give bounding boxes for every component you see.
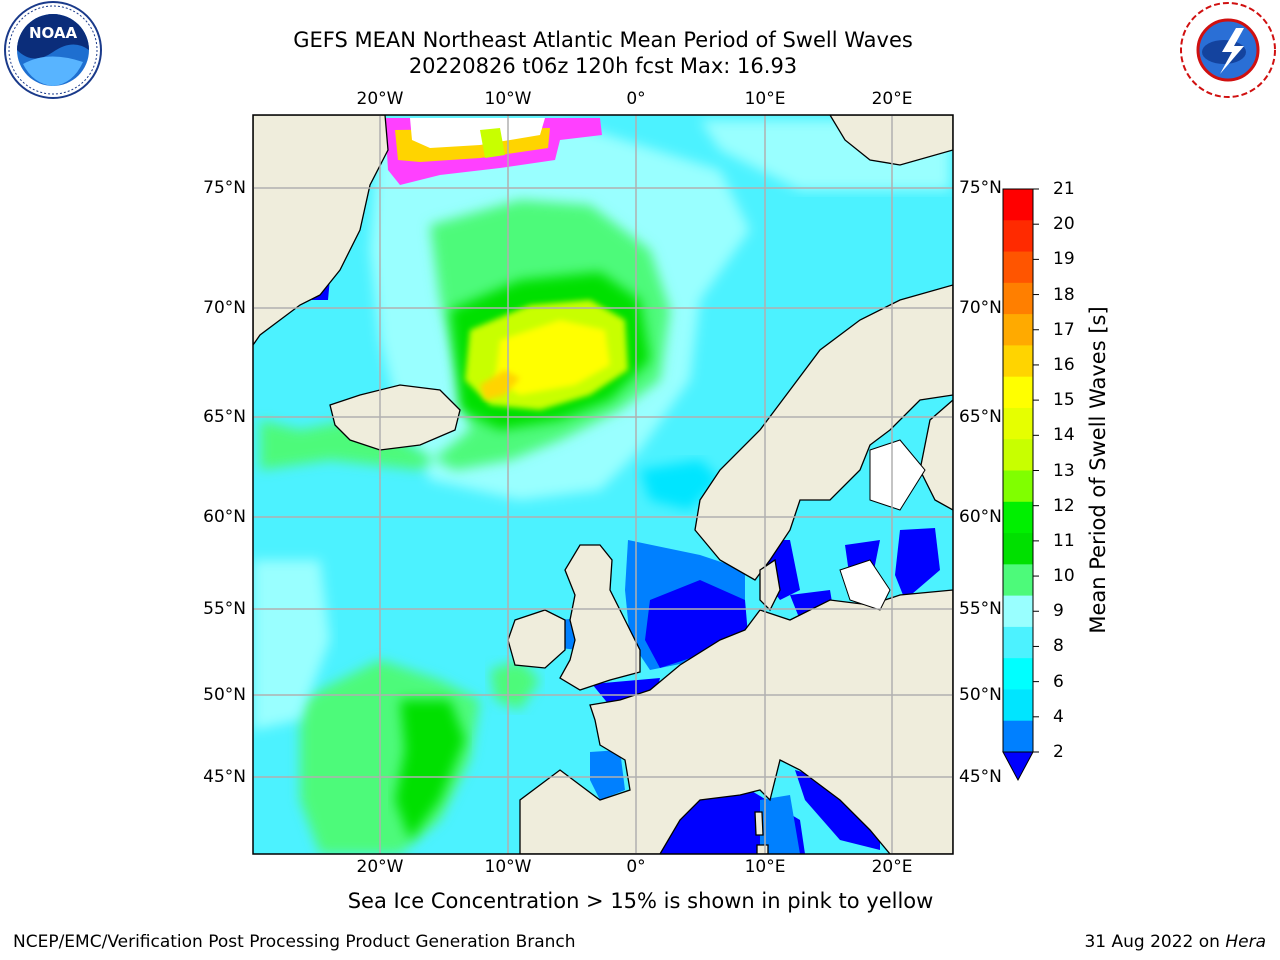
colorbar-segment bbox=[1003, 282, 1033, 315]
colorbar-tick-label: 20 bbox=[1053, 214, 1075, 235]
footer-date: 31 Aug 2022 on Hera bbox=[1084, 932, 1266, 952]
colorbar bbox=[1002, 188, 1039, 782]
colorbar-tick-label: 11 bbox=[1053, 530, 1075, 551]
sardinia bbox=[756, 844, 769, 854]
left-lat-label: 45°N bbox=[203, 767, 246, 787]
footer-credit: NCEP/EMC/Verification Post Processing Pr… bbox=[13, 932, 576, 952]
map-subtitle: 20220826 t06z 120h fcst Max: 16.93 bbox=[408, 54, 798, 78]
top-lon-label: 20°E bbox=[871, 89, 913, 109]
map-frame bbox=[252, 114, 954, 855]
colorbar-segment bbox=[1003, 564, 1033, 597]
right-lat-label: 45°N bbox=[959, 767, 1002, 787]
swell-period-field bbox=[253, 120, 950, 854]
noaa-logo: NOAA bbox=[4, 1, 102, 99]
right-lat-label: 55°N bbox=[959, 599, 1002, 619]
colorbar-tick-label: 21 bbox=[1053, 179, 1075, 199]
right-lat-label: 65°N bbox=[959, 407, 1002, 427]
top-lon-label: 0° bbox=[626, 89, 646, 109]
left-lat-label: 70°N bbox=[203, 298, 246, 318]
top-lon-label: 10°W bbox=[484, 89, 532, 109]
colorbar-segment bbox=[1003, 220, 1033, 253]
footer-machine: Hera bbox=[1225, 932, 1266, 952]
colorbar-title: Mean Period of Swell Waves [s] bbox=[1086, 306, 1110, 634]
colorbar-tick-label: 17 bbox=[1053, 319, 1075, 340]
colorbar-segment bbox=[1003, 533, 1033, 565]
colorbar-tick-label: 8 bbox=[1053, 636, 1064, 657]
right-lat-label: 50°N bbox=[959, 685, 1002, 705]
colorbar-segment bbox=[1003, 251, 1033, 284]
colorbar-tick-label: 12 bbox=[1053, 495, 1075, 516]
colorbar-segment bbox=[1003, 314, 1033, 346]
bottom-lon-label: 0° bbox=[626, 857, 646, 877]
continental-europe bbox=[519, 589, 953, 854]
colorbar-segment bbox=[1003, 626, 1033, 659]
svg-text:NOAA: NOAA bbox=[29, 24, 78, 42]
colorbar-tick-label: 2 bbox=[1053, 742, 1064, 762]
right-lat-label: 75°N bbox=[959, 178, 1002, 198]
colorbar-segment bbox=[1003, 345, 1033, 378]
greenland bbox=[253, 115, 389, 347]
map-title: GEFS MEAN Northeast Atlantic Mean Period… bbox=[293, 28, 913, 52]
scandinavia bbox=[694, 284, 953, 581]
bottom-lon-label: 10°W bbox=[484, 857, 532, 877]
colorbar-tick-label: 9 bbox=[1053, 601, 1064, 622]
colorbar-segment bbox=[1003, 376, 1033, 409]
inland-seas bbox=[839, 439, 926, 611]
colorbar-segment bbox=[1003, 501, 1033, 534]
footer-date-text: 31 Aug 2022 on bbox=[1084, 932, 1226, 952]
colorbar-segment bbox=[1003, 407, 1033, 440]
colorbar-segment bbox=[1003, 439, 1033, 471]
colorbar-tick-label: 15 bbox=[1053, 390, 1075, 411]
right-lat-label: 70°N bbox=[959, 298, 1002, 318]
colorbar-segment bbox=[1003, 189, 1033, 221]
colorbar-tick-label: 19 bbox=[1053, 249, 1075, 270]
left-lat-label: 55°N bbox=[203, 599, 246, 619]
colorbar-tick-label: 14 bbox=[1053, 425, 1075, 446]
colorbar-tick-label: 16 bbox=[1053, 354, 1075, 375]
graticule bbox=[253, 115, 953, 854]
left-lat-label: 50°N bbox=[203, 685, 246, 705]
colorbar-tick-label: 18 bbox=[1053, 284, 1075, 305]
colorbar-segment bbox=[1003, 470, 1033, 503]
bottom-lon-label: 20°E bbox=[871, 857, 913, 877]
colorbar-tick-label: 10 bbox=[1053, 566, 1075, 587]
colorbar-segment bbox=[1003, 720, 1033, 753]
colorbar-segment bbox=[1003, 689, 1033, 722]
left-lat-label: 65°N bbox=[203, 407, 246, 427]
colorbar-segment bbox=[1003, 595, 1033, 628]
nws-logo bbox=[1180, 2, 1276, 98]
bottom-lon-label: 10°E bbox=[744, 857, 786, 877]
sea-ice-footnote: Sea Ice Concentration > 15% is shown in … bbox=[347, 889, 934, 913]
land-masses bbox=[253, 115, 953, 854]
corsica bbox=[754, 811, 764, 836]
left-lat-label: 75°N bbox=[203, 178, 246, 198]
bottom-lon-label: 20°W bbox=[356, 857, 404, 877]
colorbar-tick-label: 4 bbox=[1053, 706, 1064, 727]
top-lon-label: 20°W bbox=[356, 89, 404, 109]
left-lat-label: 60°N bbox=[203, 507, 246, 527]
ireland bbox=[507, 609, 566, 669]
sea-ice-field bbox=[385, 118, 602, 185]
colorbar-tick-label: 6 bbox=[1053, 671, 1064, 692]
colorbar-extend-arrow bbox=[1002, 751, 1034, 782]
right-lat-label: 60°N bbox=[959, 507, 1002, 527]
colorbar-segment bbox=[1003, 658, 1033, 690]
top-lon-label: 10°E bbox=[744, 89, 786, 109]
colorbar-tick-label: 13 bbox=[1053, 460, 1075, 481]
britain bbox=[559, 544, 641, 691]
